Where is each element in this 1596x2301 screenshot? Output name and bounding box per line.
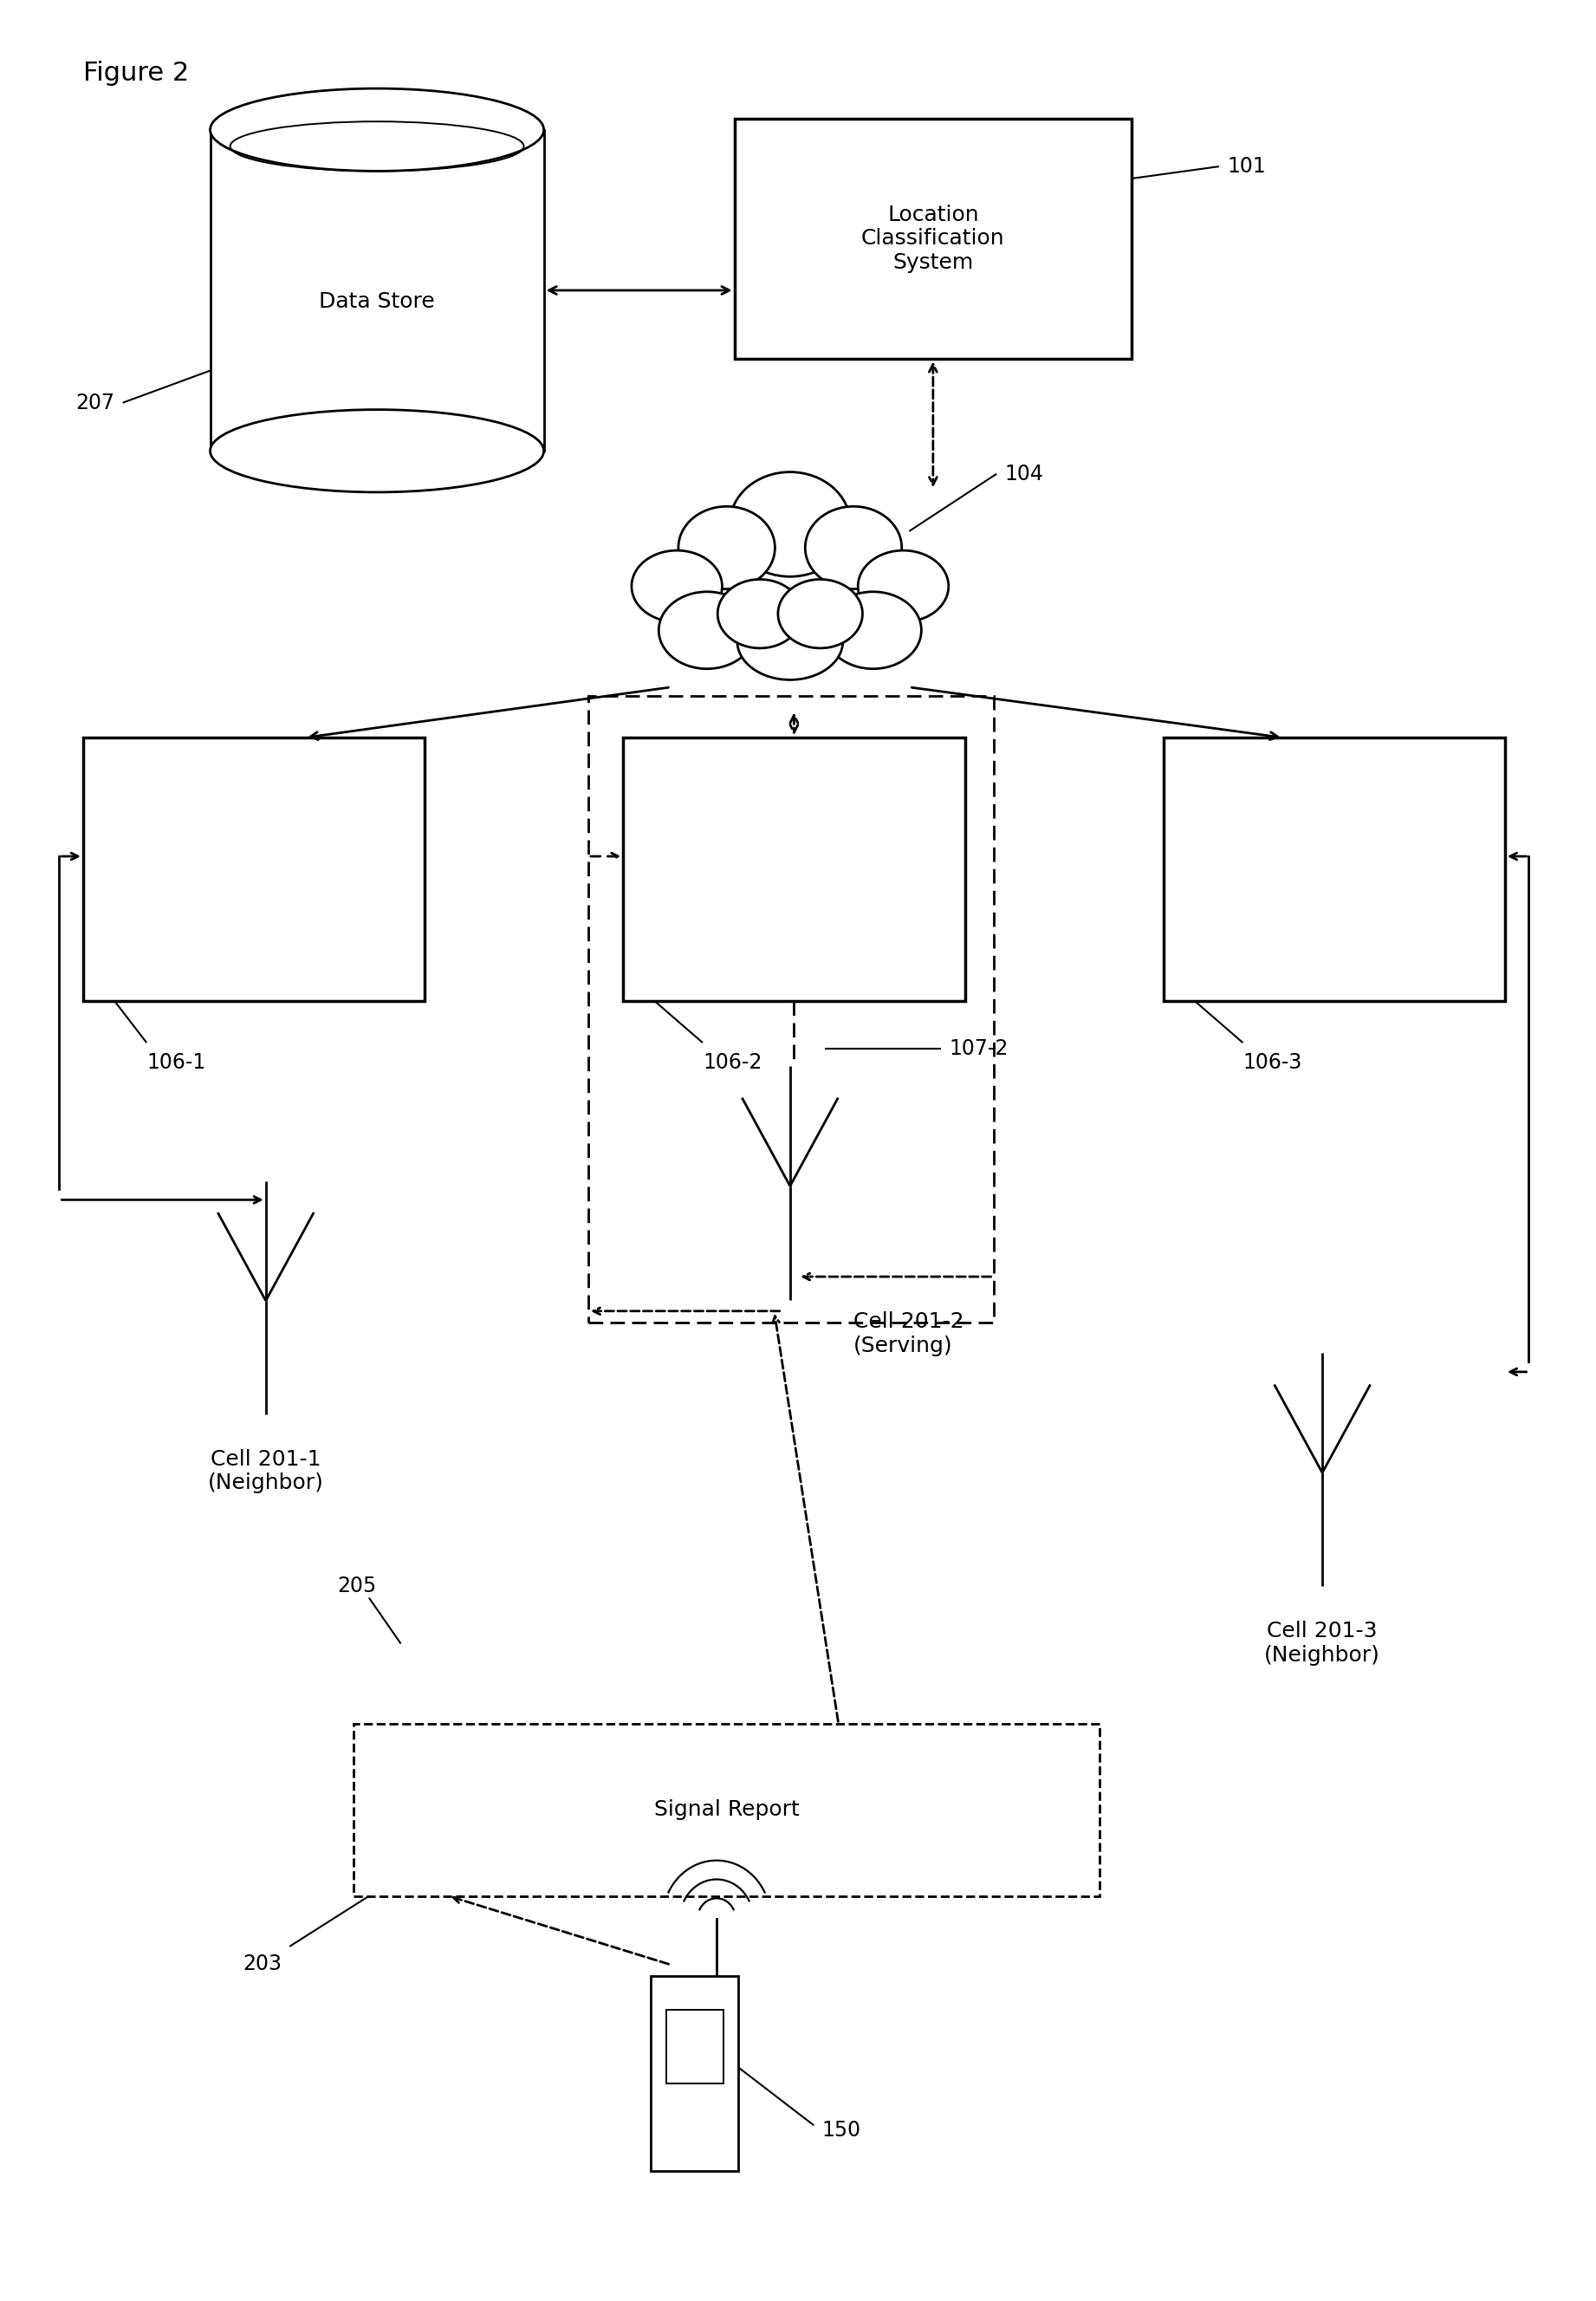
Ellipse shape (737, 603, 843, 679)
FancyBboxPatch shape (651, 1977, 739, 2172)
FancyBboxPatch shape (83, 739, 425, 1001)
Text: Cell 201-3
(Neighbor): Cell 201-3 (Neighbor) (1264, 1620, 1381, 1666)
Ellipse shape (729, 472, 851, 578)
Text: Location
Classification
System: Location Classification System (862, 205, 1005, 274)
Text: 207: 207 (77, 393, 115, 414)
Ellipse shape (211, 87, 544, 170)
Ellipse shape (632, 550, 721, 621)
Text: Figure 2: Figure 2 (83, 60, 188, 85)
Ellipse shape (777, 580, 862, 649)
Text: Cell 201-2
(Serving): Cell 201-2 (Serving) (854, 1312, 964, 1355)
Text: Cell 201-1
(Neighbor): Cell 201-1 (Neighbor) (207, 1450, 324, 1493)
Text: Signal Report: Signal Report (654, 1799, 800, 1820)
Text: 107-2: 107-2 (950, 1038, 1009, 1058)
Text: 106-1: 106-1 (147, 1052, 206, 1072)
Text: 150: 150 (822, 2119, 860, 2140)
Text: 203: 203 (243, 1954, 281, 1974)
Ellipse shape (211, 410, 544, 492)
Ellipse shape (718, 580, 803, 649)
FancyBboxPatch shape (353, 1723, 1100, 1896)
Ellipse shape (678, 506, 776, 589)
Text: Data Store: Data Store (319, 292, 436, 313)
FancyBboxPatch shape (1163, 739, 1505, 1001)
Text: 101: 101 (1227, 156, 1266, 177)
Text: 106-2: 106-2 (702, 1052, 761, 1072)
Text: 104: 104 (1004, 463, 1044, 483)
Ellipse shape (659, 591, 755, 670)
Polygon shape (211, 129, 544, 451)
FancyBboxPatch shape (666, 2009, 723, 2082)
Text: 106-3: 106-3 (1243, 1052, 1302, 1072)
FancyBboxPatch shape (734, 117, 1132, 359)
Ellipse shape (804, 506, 902, 589)
Text: 205: 205 (337, 1576, 377, 1597)
FancyBboxPatch shape (622, 739, 966, 1001)
Ellipse shape (825, 591, 921, 670)
Ellipse shape (859, 550, 948, 621)
